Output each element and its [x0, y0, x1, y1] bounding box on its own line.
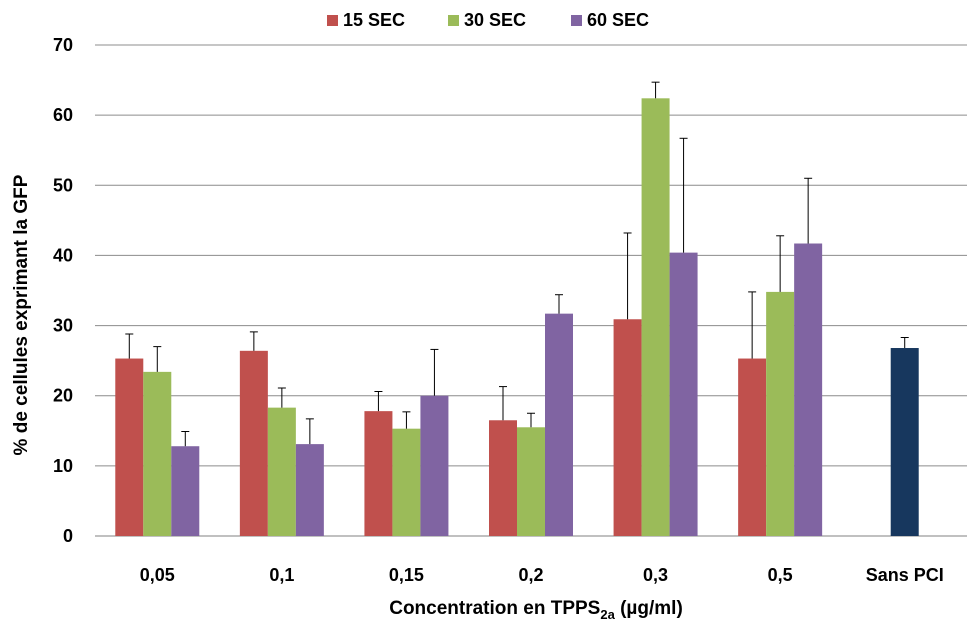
y-tick-label: 60: [53, 105, 73, 125]
legend: 15 SEC 30 SEC 60 SEC: [327, 10, 649, 30]
y-tick-label: 0: [63, 526, 73, 546]
bar: [738, 359, 766, 536]
x-tick-label: 0,05: [140, 565, 175, 585]
x-axis-title-subscript: 2a: [600, 607, 615, 622]
bar: [766, 292, 794, 536]
bar: [420, 396, 448, 536]
x-axis-title: Concentration en TPPS2a (µg/ml): [389, 598, 683, 622]
x-tick-label: 0,5: [768, 565, 793, 585]
bar: [545, 314, 573, 536]
bar: [268, 408, 296, 536]
bar: [115, 359, 143, 536]
x-tick-label: 0,15: [389, 565, 424, 585]
legend-label: 15 SEC: [343, 10, 405, 30]
y-axis-ticks: 0 10 20 30 40 50 60 70: [53, 35, 73, 546]
y-tick-label: 50: [53, 175, 73, 195]
legend-swatch: [448, 15, 459, 26]
x-axis-title-unit: (µg/ml): [615, 598, 683, 619]
legend-label: 60 SEC: [587, 10, 649, 30]
bar: [392, 429, 420, 536]
x-axis-ticks: 0,05 0,1 0,15 0,2 0,3 0,5 Sans PCI: [140, 565, 944, 585]
bar: [489, 420, 517, 536]
x-tick-label: 0,3: [643, 565, 668, 585]
y-tick-label: 10: [53, 456, 73, 476]
bar: [517, 427, 545, 536]
x-tick-label: 0,2: [518, 565, 543, 585]
y-tick-label: 70: [53, 35, 73, 55]
bars: [115, 98, 918, 536]
bar: [642, 98, 670, 536]
bar: [143, 372, 171, 536]
y-tick-label: 20: [53, 386, 73, 406]
bar: [614, 319, 642, 536]
x-tick-label: Sans PCI: [866, 565, 944, 585]
bar: [171, 446, 199, 536]
x-tick-label: 0,1: [269, 565, 294, 585]
legend-swatch: [571, 15, 582, 26]
bar: [891, 348, 919, 536]
bar: [670, 253, 698, 536]
y-tick-label: 30: [53, 316, 73, 336]
bar: [296, 444, 324, 536]
y-axis-title: % de cellules exprimant la GFP: [11, 174, 32, 455]
legend-swatch: [327, 15, 338, 26]
bar: [794, 244, 822, 536]
bar: [240, 351, 268, 536]
bar: [364, 411, 392, 536]
legend-label: 30 SEC: [464, 10, 526, 30]
y-tick-label: 40: [53, 245, 73, 265]
x-axis-title-main: Concentration en TPPS: [389, 598, 600, 619]
